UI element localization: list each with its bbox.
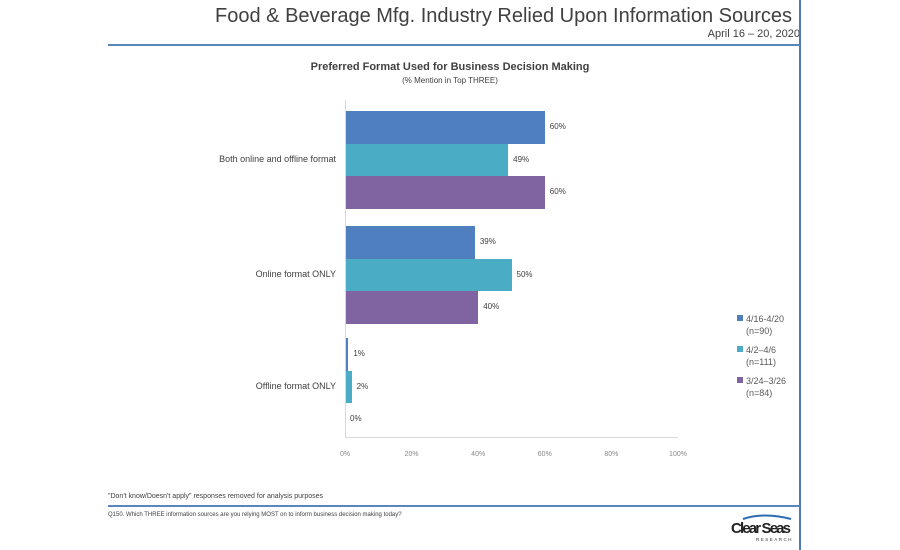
data-label: 60%	[549, 122, 566, 132]
category-label: Both online and offline format	[219, 153, 336, 164]
x-tick-label: 80%	[604, 451, 619, 458]
legend-label: 3/24–3/26	[746, 376, 787, 386]
data-label: 50%	[516, 269, 533, 279]
legend-n: (n=84)	[746, 388, 773, 398]
legend-item: 4/2–4/6 (n=111)	[737, 344, 776, 368]
legend-swatch	[737, 346, 743, 352]
category-label: Online format ONLY	[255, 268, 336, 279]
bar	[345, 370, 352, 403]
x-tick-label: 60%	[537, 451, 552, 458]
clear-seas-logo: Clear Seas RESEARCH	[729, 513, 799, 548]
question-text: Q150. Which THREE information sources ar…	[108, 512, 402, 518]
x-axis-line	[345, 437, 678, 438]
data-label: 0%	[350, 414, 362, 424]
bar	[345, 111, 545, 144]
data-label: 49%	[513, 154, 530, 164]
bar	[345, 226, 475, 259]
svg-text:RESEARCH: RESEARCH	[756, 537, 793, 542]
data-label: 1%	[353, 349, 365, 359]
legend-n: (n=90)	[746, 326, 773, 336]
bar	[345, 291, 479, 324]
date-range: April 16 – 20, 2020	[707, 28, 800, 40]
x-tick-label: 100%	[669, 451, 687, 458]
svg-text:Clear Seas: Clear Seas	[731, 520, 791, 537]
bar	[345, 338, 349, 371]
legend-swatch	[737, 315, 743, 321]
bar	[345, 176, 545, 209]
divider-bottom	[108, 505, 800, 507]
divider-top	[108, 44, 800, 46]
x-tick-label: 0%	[339, 451, 351, 458]
legend-label: 4/16-4/20	[746, 314, 785, 324]
legend-swatch	[737, 377, 743, 383]
footnote: "Don't know/Doesn't apply" responses rem…	[108, 493, 324, 500]
legend-item: 3/24–3/26 (n=84)	[737, 375, 786, 399]
x-tick-label: 20%	[404, 451, 419, 458]
data-label: 39%	[479, 237, 496, 247]
data-label: 60%	[549, 187, 566, 197]
bar	[345, 258, 512, 291]
bar	[345, 143, 509, 176]
legend-label: 4/2–4/6	[746, 345, 777, 355]
legend-item: 4/16-4/20 (n=90)	[737, 313, 784, 337]
chart-subtitle: (% Mention in Top THREE)	[402, 76, 498, 85]
chart-title: Preferred Format Used for Business Decis…	[310, 61, 590, 73]
x-tick-label: 40%	[471, 451, 486, 458]
page-title: Food & Beverage Mfg. Industry Relied Upo…	[215, 5, 792, 27]
divider-vertical	[799, 0, 801, 550]
y-axis-line	[345, 100, 346, 438]
legend-n: (n=111)	[746, 357, 776, 367]
category-label: Offline format ONLY	[255, 380, 336, 391]
data-label: 2%	[356, 381, 369, 391]
data-label: 40%	[483, 302, 500, 312]
